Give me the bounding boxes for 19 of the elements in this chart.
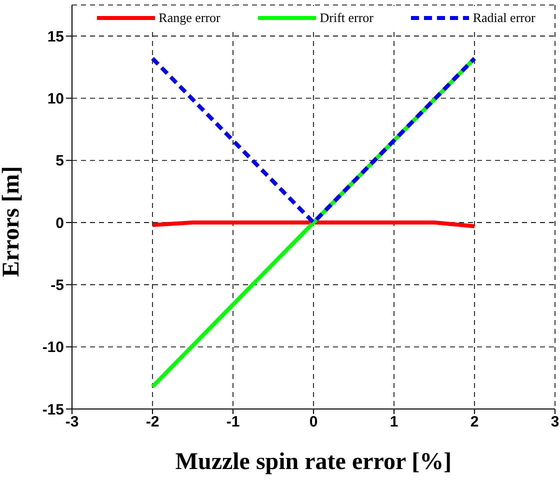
x-tick-label: 0 [309,414,318,431]
y-tick-label: -15 [42,401,64,418]
legend-label: Range error [158,10,220,26]
x-tick-label: 2 [470,414,479,431]
y-tick-label: -10 [42,339,64,356]
x-tick-label: -3 [65,414,79,431]
y-tick-label: 15 [47,28,64,46]
y-tick-label: 0 [56,214,64,232]
legend-label: Radial error [472,10,536,26]
x-tick-label: 3 [550,414,560,431]
y-tick-label: -5 [50,277,64,294]
y-tick-label: 5 [56,152,64,170]
legend-label: Drift error [320,10,374,26]
x-tick-label: -2 [146,414,160,431]
y-axis-title: Errors [m] [0,166,25,277]
y-tick-label: 10 [47,90,64,108]
x-tick-label: 1 [390,414,398,431]
x-axis-title: Muzzle spin rate error [%] [175,449,452,475]
x-tick-label: -1 [226,414,240,431]
